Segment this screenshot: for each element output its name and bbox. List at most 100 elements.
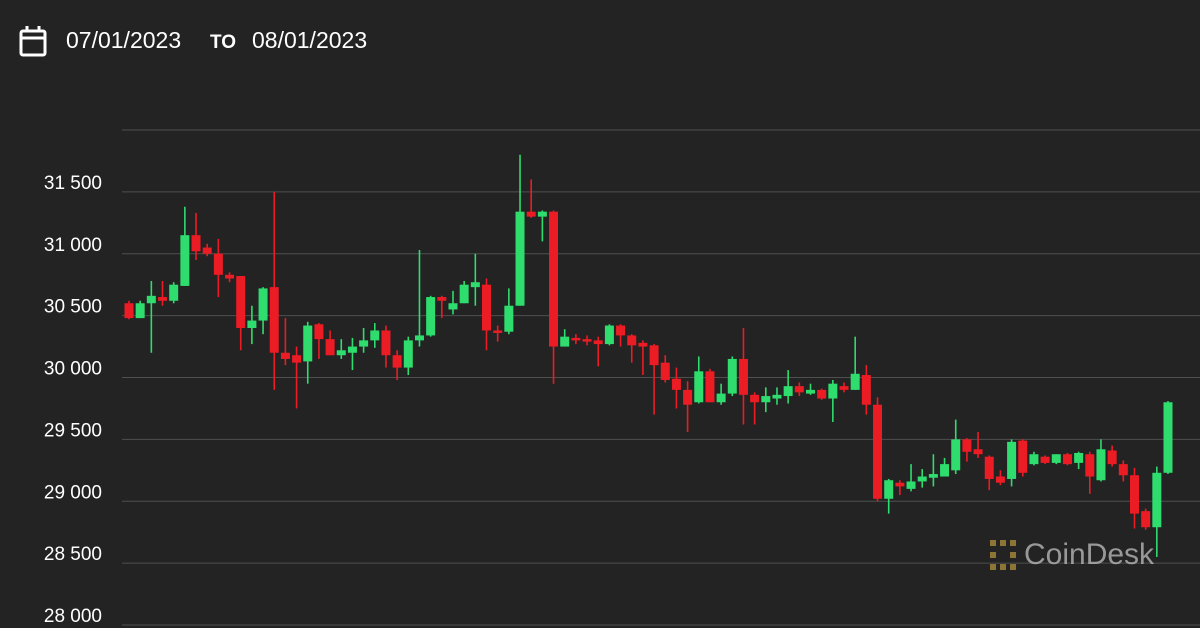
candle-body [1163,402,1173,473]
candle-body [1074,452,1084,463]
candle-body [1062,454,1072,465]
candle-body [794,386,804,393]
candle-body [850,373,860,390]
candle-body [940,464,950,477]
y-tick-label: 28 000 [44,606,102,627]
candle-body [1096,449,1106,481]
candle-body [582,339,592,342]
candle-body [906,481,916,489]
candle-body [783,386,793,397]
candle-body [225,274,235,279]
candle-body [381,330,391,356]
candle-body [370,330,380,341]
candle-body [873,404,883,499]
candle-body [336,350,346,356]
candle-body [1118,464,1128,476]
candle-body [247,320,257,328]
candle-body [571,337,581,341]
candle-body [973,449,983,455]
candle-body [515,211,525,306]
candle-body [928,474,938,478]
candle-body [437,297,447,301]
candle-body [984,456,994,479]
y-tick-label: 30 000 [44,359,102,380]
candle-body [1018,440,1028,473]
candle-body [202,247,212,254]
candle-body [1051,454,1061,463]
candle-body [526,211,536,217]
candle-body [817,389,827,399]
candle-body [705,371,715,403]
candle-body [1085,454,1095,477]
candle-body [727,358,737,394]
candle-body [951,439,961,471]
candle-body [1007,441,1017,479]
candle-body [414,335,424,341]
candle-body [616,325,626,336]
candle-body [169,284,179,301]
candle-body [213,253,223,275]
candle-body [828,383,838,399]
candle-body [917,476,927,482]
candle-body [861,375,871,405]
candle-body [683,389,693,405]
candle-body [1040,456,1050,463]
candle-body [537,211,547,217]
candle-body [470,282,480,288]
candle-body [638,342,648,347]
candle-body [403,340,413,368]
candle-body [1107,450,1117,465]
candle-body [303,325,313,362]
candle-body [180,235,190,286]
candle-body [482,284,492,331]
candle-body [671,378,681,390]
candle-body [280,352,290,359]
candle-body [738,358,748,395]
candle-body [124,303,134,319]
candle-body [314,324,324,340]
candle-body [750,394,760,403]
candle-body [459,284,469,304]
candle-body [962,439,972,452]
y-tick-label: 30 500 [44,297,102,318]
candle-body [1029,454,1039,465]
y-tick-label: 29 000 [44,482,102,503]
candle-body [135,303,145,319]
candle-body [158,297,168,301]
date-separator: TO [210,32,236,53]
candle-body [649,345,659,366]
watermark-logo [990,540,1016,570]
candle-body [258,288,268,321]
watermark: CoinDesk [1024,538,1155,571]
date-from: 07/01/2023 [66,27,181,53]
candle-body [660,362,670,380]
candle-body [805,389,815,394]
candle-body [236,276,246,328]
candle-body [549,211,559,347]
candle-body [560,336,570,347]
candle-body [448,303,458,310]
candle-body [895,482,905,487]
candle-body [839,386,849,390]
candle-body [1129,475,1139,514]
candle-body [593,340,603,345]
candle-body [627,335,637,346]
date-to: 08/01/2023 [252,27,367,53]
y-tick-label: 31 500 [44,173,102,194]
candle-body [884,480,894,499]
candle-body [146,295,156,304]
calendar-icon [19,26,47,57]
candle-body [493,330,503,333]
candle-body [191,235,201,252]
candle-body [347,346,357,353]
candle-body [426,297,436,336]
candle-body [325,339,335,356]
candle-body [694,371,704,403]
candle-body [359,340,369,347]
y-tick-label: 28 500 [44,544,102,565]
candle-body [761,396,771,403]
candle-body [772,394,782,399]
candle-body [392,355,402,368]
candle-body [292,355,302,363]
